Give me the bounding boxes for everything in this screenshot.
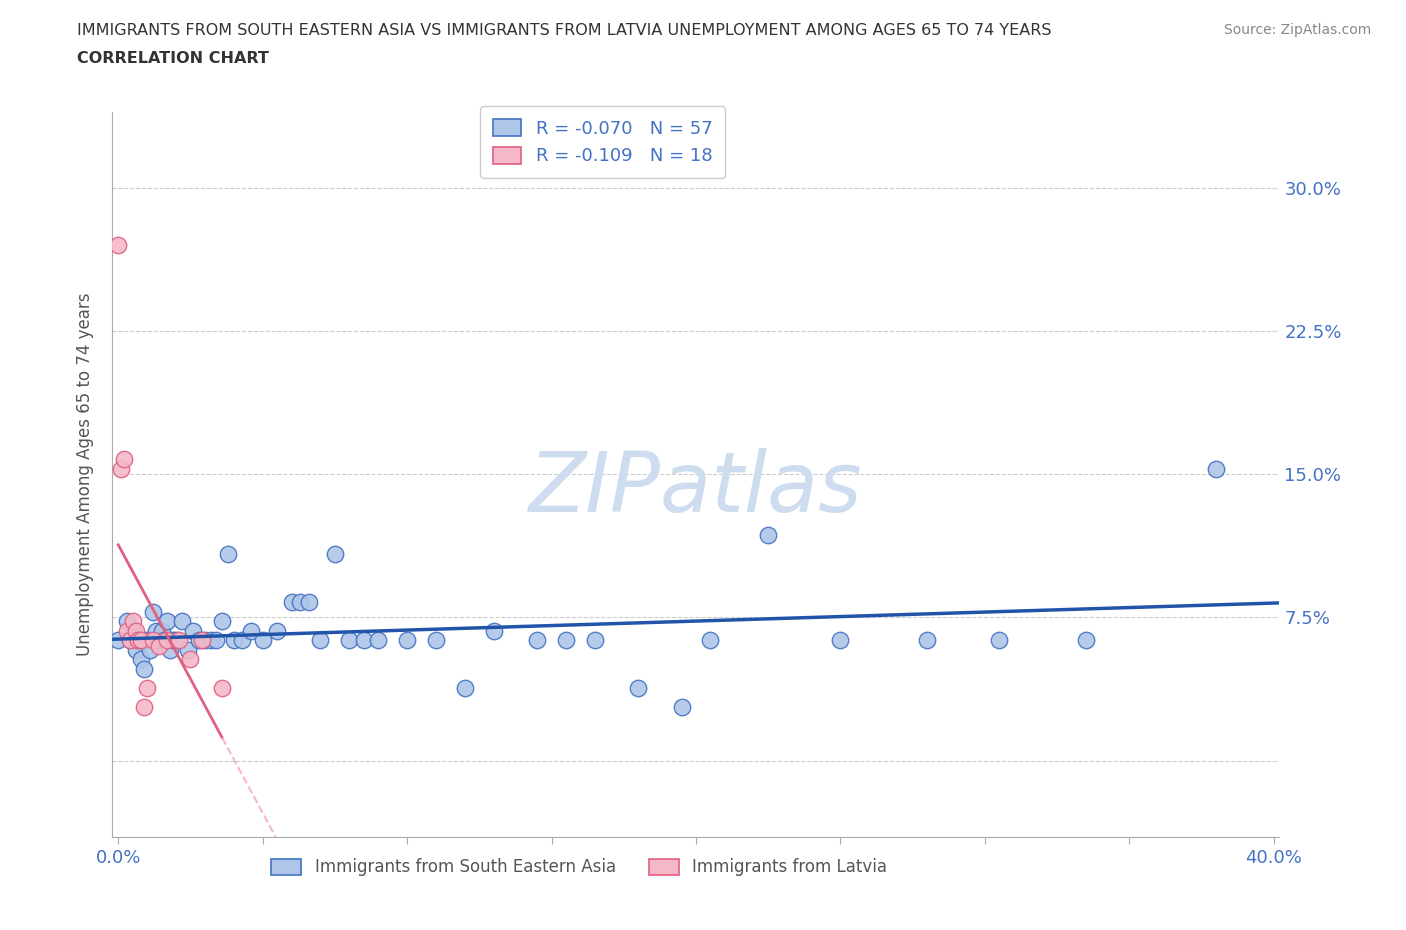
Point: [583, 633, 606, 648]
Point: [156, 633, 179, 648]
Text: IMMIGRANTS FROM SOUTH EASTERN ASIA VS IMMIGRANTS FROM LATVIA UNEMPLOYMENT AMONG : IMMIGRANTS FROM SOUTH EASTERN ASIA VS IM…: [77, 23, 1052, 38]
Point: [211, 681, 233, 696]
Point: [915, 633, 938, 648]
Point: [127, 633, 149, 648]
Y-axis label: Unemployment Among Ages 65 to 74 years: Unemployment Among Ages 65 to 74 years: [76, 293, 94, 656]
Point: [115, 623, 138, 638]
Point: [136, 633, 159, 648]
Point: [1205, 461, 1227, 476]
Point: [756, 528, 779, 543]
Point: [121, 614, 143, 629]
Point: [298, 595, 321, 610]
Point: [170, 614, 193, 629]
Point: [107, 238, 129, 253]
Point: [194, 633, 217, 648]
Point: [280, 595, 302, 610]
Point: [482, 623, 505, 638]
Point: [200, 633, 222, 648]
Point: [627, 681, 650, 696]
Point: [121, 623, 143, 638]
Point: [988, 633, 1011, 648]
Point: [526, 633, 548, 648]
Point: [671, 699, 693, 714]
Point: [231, 633, 253, 648]
Point: [131, 652, 153, 667]
Point: [148, 639, 170, 654]
Point: [205, 633, 228, 648]
Point: [188, 633, 211, 648]
Point: [211, 614, 233, 629]
Point: [134, 699, 156, 714]
Point: [124, 623, 146, 638]
Point: [353, 633, 375, 648]
Text: Source: ZipAtlas.com: Source: ZipAtlas.com: [1223, 23, 1371, 37]
Text: ZIPatlas: ZIPatlas: [529, 448, 863, 529]
Point: [217, 547, 239, 562]
Point: [425, 633, 447, 648]
Point: [252, 633, 274, 648]
Point: [150, 623, 173, 638]
Point: [454, 681, 477, 696]
Point: [142, 633, 165, 648]
Point: [222, 633, 245, 648]
Point: [162, 633, 184, 648]
Point: [555, 633, 578, 648]
Point: [127, 633, 149, 648]
Point: [156, 614, 179, 629]
Point: [167, 633, 190, 648]
Point: [179, 652, 201, 667]
Point: [191, 633, 214, 648]
Point: [176, 643, 198, 658]
Point: [699, 633, 721, 648]
Text: CORRELATION CHART: CORRELATION CHART: [77, 51, 269, 66]
Point: [134, 661, 156, 676]
Point: [165, 633, 187, 648]
Point: [136, 681, 159, 696]
Point: [1074, 633, 1097, 648]
Point: [367, 633, 389, 648]
Point: [112, 452, 135, 467]
Point: [115, 614, 138, 629]
Legend: Immigrants from South Eastern Asia, Immigrants from Latvia: Immigrants from South Eastern Asia, Immi…: [264, 852, 894, 883]
Point: [240, 623, 263, 638]
Point: [290, 595, 312, 610]
Point: [118, 633, 141, 648]
Point: [266, 623, 288, 638]
Point: [118, 633, 141, 648]
Point: [142, 604, 165, 619]
Point: [159, 643, 181, 658]
Point: [323, 547, 346, 562]
Point: [139, 643, 162, 658]
Point: [145, 623, 167, 638]
Point: [396, 633, 419, 648]
Point: [107, 633, 129, 648]
Point: [183, 623, 205, 638]
Point: [124, 643, 146, 658]
Point: [131, 633, 153, 648]
Point: [309, 633, 332, 648]
Point: [830, 633, 852, 648]
Point: [148, 633, 170, 648]
Point: [337, 633, 360, 648]
Point: [110, 461, 132, 476]
Point: [153, 633, 176, 648]
